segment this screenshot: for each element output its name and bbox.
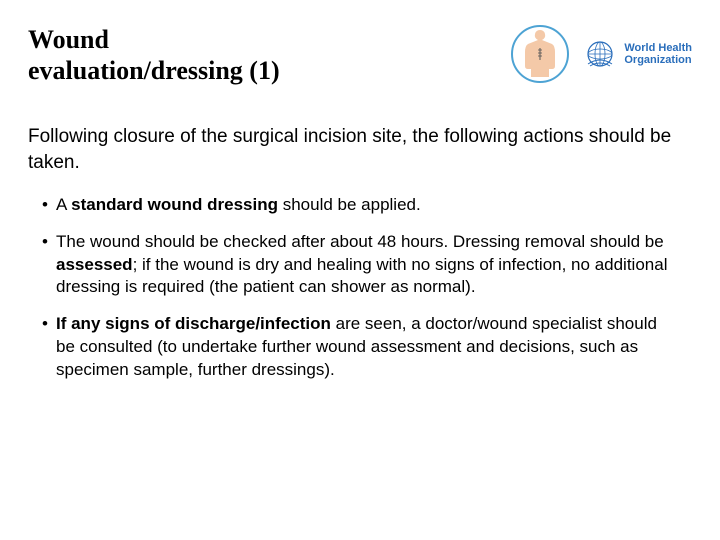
bold-text: standard wound dressing [71, 195, 278, 214]
intro-text: Following closure of the surgical incisi… [0, 94, 720, 183]
title-line-1: Wound [28, 25, 109, 54]
plain-text: ; if the wound is dry and healing with n… [56, 255, 667, 297]
bullet-item: If any signs of discharge/infection are … [42, 313, 678, 382]
bold-text: If any signs of discharge/infection [56, 314, 331, 333]
bold-text: assessed [56, 255, 133, 274]
plain-text: The wound should be checked after about … [56, 232, 664, 251]
bullet-item: A standard wound dressing should be appl… [42, 194, 678, 217]
slide-header: Wound evaluation/dressing (1) World Heal… [0, 0, 720, 94]
who-line-1: World Health [624, 42, 692, 54]
who-emblem-icon [582, 36, 618, 72]
title-line-2: evaluation/dressing (1) [28, 56, 280, 85]
slide-title: Wound evaluation/dressing (1) [28, 24, 510, 86]
who-logo: World Health Organization [582, 36, 692, 72]
plain-text: should be applied. [278, 195, 421, 214]
who-text: World Health Organization [624, 42, 692, 66]
bullet-item: The wound should be checked after about … [42, 231, 678, 300]
header-icons: World Health Organization [510, 24, 692, 84]
plain-text: A [56, 195, 71, 214]
bullet-list: A standard wound dressing should be appl… [0, 184, 720, 383]
who-line-2: Organization [624, 54, 691, 66]
torso-wound-icon [510, 24, 570, 84]
